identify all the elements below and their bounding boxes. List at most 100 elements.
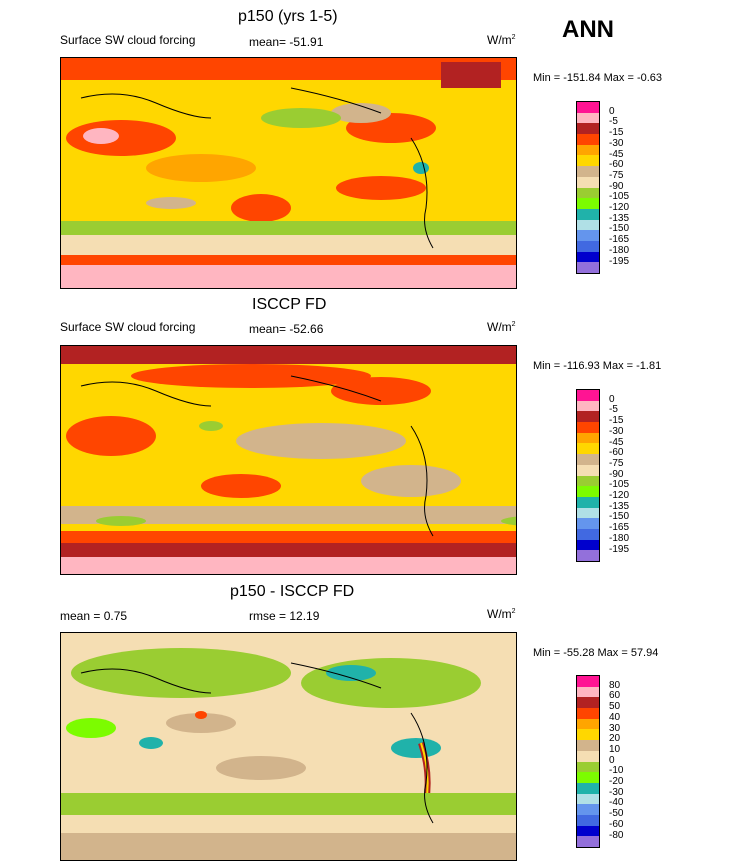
panel-2-colorbar-label: -150 [609,511,630,523]
panel-2-title: ISCCP FD [252,296,327,313]
panel-3-colorbar-label: 60 [609,690,621,702]
panel-1-colorbar-swatch [577,123,599,135]
panel-2-map [60,345,517,575]
panel-1-colorbar-swatch [577,166,599,177]
panel-2-colorbar-swatch [577,464,599,476]
panel-3-colorbar-swatch [577,740,599,751]
panel-3-colorbar-label: -80 [609,829,624,841]
panel-1-colorbar-label: -90 [609,180,624,192]
panel-2-colorbar-swatch [577,550,599,561]
panel-1-title: p150 (yrs 1-5) [238,8,338,25]
panel-2-colorbar-swatch [577,496,599,508]
panel-1-map [60,57,517,289]
panel-3-colorbar-swatch [577,782,599,794]
panel-2-colorbar-label: -135 [609,500,630,512]
panel-2-colorbar-label: -180 [609,532,630,544]
panel-3-colorbar-label: -20 [609,776,624,787]
panel-2-colorbar-swatch [577,390,599,401]
panel-2-colorbar-swatch [577,528,599,540]
panel-3-colorbar-label: -60 [609,818,624,830]
panel-1-colorbar-label: -195 [609,255,630,267]
panel-1-colorbar-swatch [577,144,599,156]
panel-1-colorbar-swatch [577,187,599,199]
panel-2-colorbar-swatch [577,475,599,487]
panel-3-minmax: Min = -55.28 Max = 57.94 [533,647,659,659]
panel-2-colorbar-swatch [577,486,599,497]
panel-1-colorbar-swatch [577,219,599,231]
panel-1-colorbar-swatch [577,240,599,252]
panel-3-colorbar-label: -30 [609,786,624,798]
panel-3-colorbar-label: 80 [609,679,621,691]
panel-1-mean: mean= -51.91 [249,35,324,49]
panel-3-colorbar-swatch [577,718,599,730]
panel-2-colorbar-swatch [577,539,599,551]
panel-3-colorbar-swatch [577,729,599,741]
panel-3-colorbar-swatch [577,836,599,847]
panel-1-colorbar-label: -15 [609,127,624,139]
panel-2-colorbar-swatch [577,400,599,412]
panel-3-colorbar-label: 30 [609,722,621,734]
panel-1-colorbar-swatch [577,208,599,220]
panel-3-colorbar-swatch [577,697,599,709]
panel-3-colorbar-label: 0 [609,754,615,766]
panel-1-colorbar-label: -120 [609,202,630,213]
panel-1-colorbar-swatch [577,112,599,124]
panel-2-colorbar-label: -5 [609,404,618,416]
panel-3-colorbar-swatch [577,825,599,837]
panel-2-colorbar-swatch [577,422,599,433]
panel-1-colorbar-swatch [577,102,599,113]
panel-3-colorbar-swatch [577,708,599,719]
panel-3-units: W/m2 [487,607,516,621]
panel-3-colorbar-swatch [577,750,599,762]
panel-2-colorbar-label: -30 [609,425,624,437]
panel-1-colorbar-label: -5 [609,116,618,128]
panel-2-colorbar-swatch [577,518,599,529]
panel-3-colorbar [576,675,600,848]
panel-3-colorbar-swatch [577,676,599,687]
panel-2-colorbar-label: -90 [609,468,624,480]
panel-1-colorbar-swatch [577,134,599,145]
panel-3-colorbar-swatch [577,804,599,815]
panel-1-colorbar-swatch [577,230,599,241]
panel-2-mean: mean= -52.66 [249,322,324,336]
panel-2-colorbar-swatch [577,507,599,519]
panel-3-colorbar-label: 50 [609,701,621,713]
panel-3-colorbar-label: -10 [609,765,624,777]
panel-3-colorbar-label: 10 [609,743,621,755]
panel-1-colorbar-label: -45 [609,148,624,160]
panel-2-colorbar-swatch [577,432,599,444]
panel-3-colorbar-label: 40 [609,711,621,723]
panel-2-colorbar-label: -165 [609,522,630,534]
panel-3-map [60,632,517,861]
panel-2-colorbar-label: -195 [609,543,630,555]
panel-3-colorbar-swatch [577,761,599,773]
panel-3-rmse: rmse = 12.19 [249,609,320,623]
panel-1-colorbar-label: -180 [609,244,630,256]
panel-2-colorbar-label: -45 [609,436,624,448]
panel-3-colorbar-swatch [577,814,599,826]
panel-1-colorbar-swatch [577,262,599,273]
panel-3-colorbar-swatch [577,772,599,783]
panel-1-colorbar-label: -30 [609,137,624,149]
panel-2-colorbar-label: -75 [609,457,624,469]
panel-1-colorbar-swatch [577,155,599,167]
panel-2-field-label: Surface SW cloud forcing [60,320,196,334]
panel-2-colorbar-swatch [577,454,599,465]
panel-3-title: p150 - ISCCP FD [230,583,355,600]
panel-3-colorbar-label: -50 [609,808,624,820]
panel-1-field-label: Surface SW cloud forcing [60,33,196,47]
panel-1-colorbar-label: -135 [609,212,630,224]
panel-1-colorbar-label: -105 [609,191,630,203]
panel-2-colorbar-swatch [577,443,599,455]
panel-1-colorbar-label: 0 [609,105,615,117]
panel-2-units: W/m2 [487,320,516,334]
panel-2-colorbar-swatch [577,411,599,423]
season-label: ANN [562,16,614,43]
panel-1-units: W/m2 [487,33,516,47]
panel-2-colorbar-label: -60 [609,447,624,459]
panel-2-colorbar-label: -120 [609,490,630,501]
panel-1-colorbar-label: -150 [609,223,630,235]
panel-3-mean: mean = 0.75 [60,609,128,623]
panel-1-minmax: Min = -151.84 Max = -0.63 [533,72,663,84]
panel-2-colorbar [576,389,600,562]
